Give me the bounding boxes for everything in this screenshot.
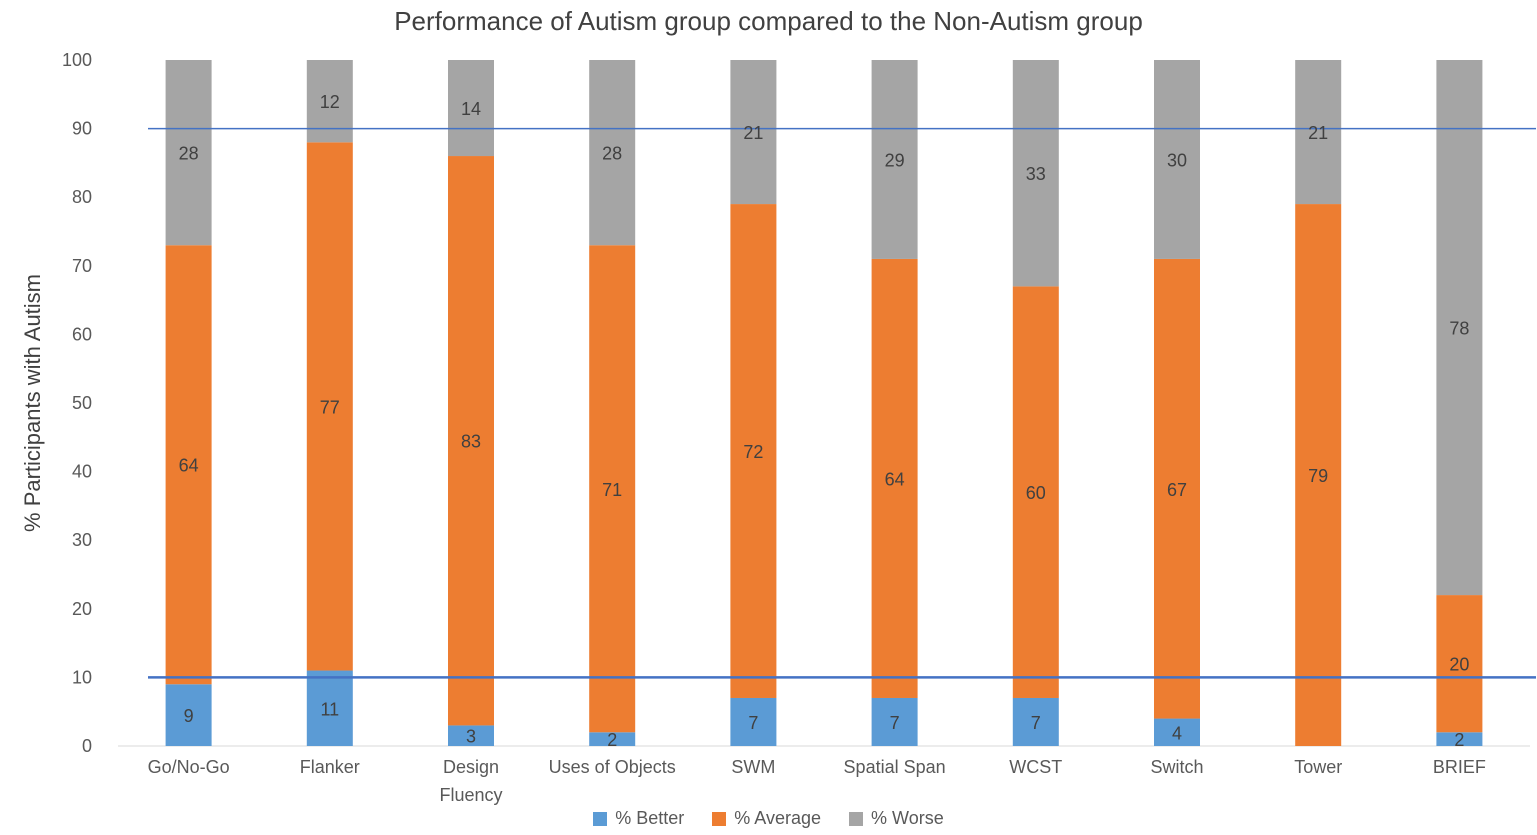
chart-title: Performance of Autism group compared to …: [394, 6, 1143, 36]
bars: [118, 60, 1530, 747]
data-label: 4: [1172, 723, 1182, 743]
y-tick-label: 90: [72, 119, 92, 139]
y-tick-label: 70: [72, 256, 92, 276]
bar-segment: [1012, 60, 1059, 287]
bar-segment: [165, 60, 212, 246]
x-category-label: BRIEF: [1433, 757, 1486, 777]
data-label: 72: [743, 442, 763, 462]
x-category-label: SWM: [731, 757, 775, 777]
bar-segment: [1436, 595, 1483, 733]
bar-segment: [871, 258, 918, 698]
y-axis-label-group: % Participants with Autism: [20, 274, 45, 532]
reference-lines: [148, 127, 1536, 679]
legend-swatch: [849, 811, 864, 826]
bar-segment: [1012, 286, 1059, 698]
legend-swatch: [712, 811, 727, 826]
y-axis-label: % Participants with Autism: [20, 274, 45, 532]
legend-item: % Better: [593, 808, 684, 829]
data-label: 20: [1449, 655, 1469, 675]
data-label: 2: [1454, 730, 1464, 750]
bar-segment: [448, 725, 494, 746]
bar-segment: [1154, 60, 1200, 259]
x-category-label: Uses of Objects: [549, 757, 676, 777]
bar-segment: [871, 697, 918, 746]
y-tick-label: 80: [72, 187, 92, 207]
data-label: 28: [179, 144, 199, 164]
bar-segment: [1295, 60, 1342, 205]
data-label: 21: [743, 123, 763, 143]
x-category-label: Fluency: [439, 785, 502, 805]
data-label: 64: [179, 456, 199, 476]
legend-item: % Average: [712, 808, 821, 829]
data-label: 3: [466, 727, 476, 747]
bar-segment: [165, 245, 212, 685]
bar-segment: [589, 732, 636, 746]
x-category-label: Go/No-Go: [148, 757, 230, 777]
data-label: 83: [461, 432, 481, 452]
x-category-label: WCST: [1009, 757, 1062, 777]
data-label: 9: [184, 706, 194, 726]
data-label: 11: [320, 699, 339, 719]
y-axis-ticks: 0 10 20 30 40 50 60 70 80 90 100: [62, 50, 92, 756]
data-label: 77: [320, 397, 340, 417]
data-label: 7: [890, 713, 900, 733]
bar-segment: [589, 60, 636, 246]
data-label: 60: [1026, 483, 1046, 503]
data-labels: 9 64 28 11 77 12 3 83 14 2 71 28 7 72 21 7 64 29 7 60 33 4 67 3…: [179, 92, 1470, 750]
data-label: 79: [1308, 466, 1328, 486]
data-label: 12: [320, 92, 340, 112]
bar-segment: [1295, 204, 1342, 746]
x-category-label: Tower: [1294, 757, 1342, 777]
y-tick-label: 20: [72, 599, 92, 619]
y-tick-label: 60: [72, 324, 92, 344]
y-tick-label: 10: [72, 667, 92, 687]
x-category-label: Switch: [1150, 757, 1203, 777]
data-label: 64: [885, 469, 905, 489]
legend-label: % Worse: [871, 808, 944, 828]
y-tick-label: 30: [72, 530, 92, 550]
bar-segment: [871, 60, 918, 259]
data-label: 7: [748, 713, 758, 733]
y-tick-label: 50: [72, 393, 92, 413]
bar-segment: [448, 60, 494, 157]
bar-segment: [448, 156, 494, 726]
y-tick-label: 40: [72, 462, 92, 482]
x-category-label: Flanker: [300, 757, 360, 777]
bar-segment: [1154, 718, 1200, 746]
bar-segment: [589, 245, 636, 733]
bar-segment: [1436, 732, 1483, 746]
bar-segment: [730, 60, 777, 205]
data-label: 71: [602, 480, 622, 500]
x-category-label: Spatial Span: [844, 757, 946, 777]
legend-label: % Average: [734, 808, 822, 828]
data-label: 67: [1167, 480, 1187, 500]
legend-label: % Better: [615, 808, 685, 828]
data-label: 21: [1308, 123, 1328, 143]
x-category-label: Design: [443, 757, 499, 777]
legend: % Better % Average % Worse: [0, 808, 1537, 829]
data-label: 2: [607, 730, 617, 750]
x-axis-categories: Go/No-Go Flanker Design Fluency Uses of Obje…: [148, 757, 1486, 805]
y-tick-label: 0: [82, 736, 92, 756]
bar-segment: [730, 204, 777, 698]
bar-segment: [1436, 60, 1483, 596]
legend-swatch: [593, 811, 608, 826]
data-label: 29: [885, 150, 905, 170]
data-label: 33: [1026, 164, 1046, 184]
bar-segment: [1012, 697, 1059, 746]
data-label: 78: [1449, 319, 1469, 339]
data-label: 7: [1031, 713, 1041, 733]
bar-segment: [730, 697, 777, 746]
bar-segment: [306, 670, 353, 746]
bar-segment: [165, 684, 212, 746]
data-label: 14: [461, 99, 481, 119]
legend-item: % Worse: [849, 808, 944, 829]
bar-segment: [306, 142, 353, 671]
y-tick-label: 100: [62, 50, 92, 70]
data-label: 28: [602, 144, 622, 164]
data-label: 30: [1167, 150, 1187, 170]
bar-segment: [1154, 258, 1200, 719]
